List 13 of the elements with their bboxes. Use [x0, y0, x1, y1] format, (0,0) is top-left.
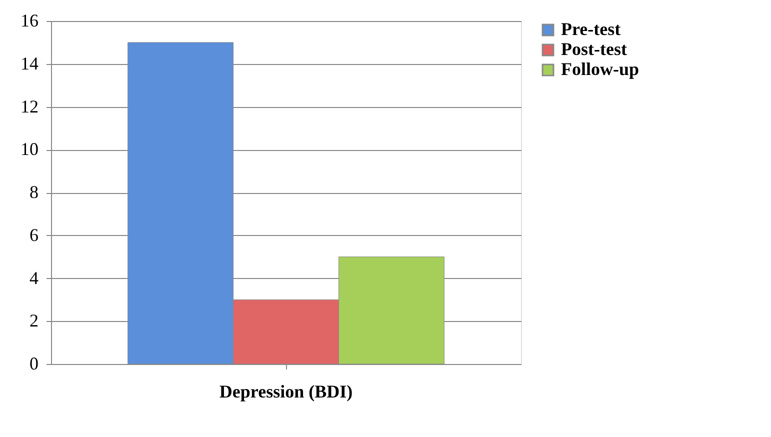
y-tick-label: 4 — [30, 268, 38, 288]
legend-label: Pre-test — [561, 19, 621, 39]
legend-label: Post-test — [561, 39, 627, 59]
y-tick-label: 2 — [30, 310, 38, 331]
y-tick-label: 14 — [20, 53, 38, 74]
y-tick-label: 0 — [30, 354, 38, 374]
y-tick-label: 12 — [20, 96, 38, 116]
legend-label: Follow-up — [561, 59, 640, 79]
x-tick-label: Depression (BDI) — [219, 382, 353, 402]
y-tick-label: 10 — [20, 139, 38, 160]
y-tick-label: 8 — [30, 182, 38, 202]
y-tick-label: 6 — [30, 224, 38, 245]
y-tick-label: 16 — [20, 10, 38, 30]
